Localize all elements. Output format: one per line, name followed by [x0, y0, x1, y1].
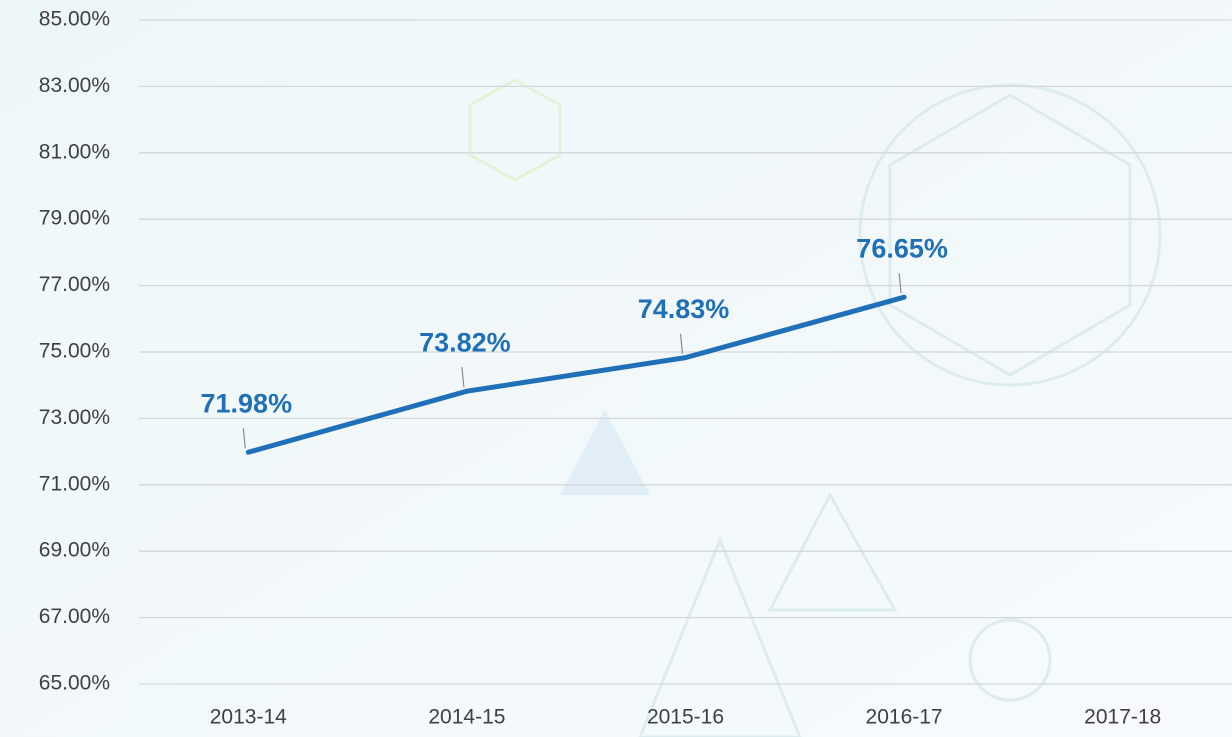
y-tick-label: 67.00% [39, 605, 110, 628]
x-tick-label: 2014-15 [428, 706, 505, 729]
data-label: 74.83% [638, 294, 730, 324]
y-tick-label: 83.00% [39, 74, 110, 97]
x-tick-label: 2017-18 [1084, 706, 1161, 729]
data-label: 73.82% [419, 327, 511, 357]
x-tick-label: 2013-14 [210, 706, 287, 729]
chart: 65.00% 67.00% 69.00% 71.00% 73.00% 75.00% 77.0… [0, 0, 1232, 737]
y-tick-label: 75.00% [39, 340, 110, 363]
y-tick-label: 85.00% [39, 8, 110, 31]
data-label: 76.65% [856, 233, 948, 263]
y-tick-label: 65.00% [39, 672, 110, 695]
y-tick-label: 77.00% [39, 273, 110, 296]
page: {"chart_data": {"type": "line", "categor… [0, 0, 1232, 737]
y-tick-label: 69.00% [39, 539, 110, 562]
data-label: 71.98% [201, 388, 293, 418]
x-tick-label: 2015-16 [647, 706, 724, 729]
y-tick-label: 81.00% [39, 140, 110, 163]
x-tick-label: 2016-17 [866, 706, 943, 729]
y-tick-label: 71.00% [39, 472, 110, 495]
y-tick-label: 73.00% [39, 406, 110, 429]
y-tick-label: 79.00% [39, 207, 110, 230]
